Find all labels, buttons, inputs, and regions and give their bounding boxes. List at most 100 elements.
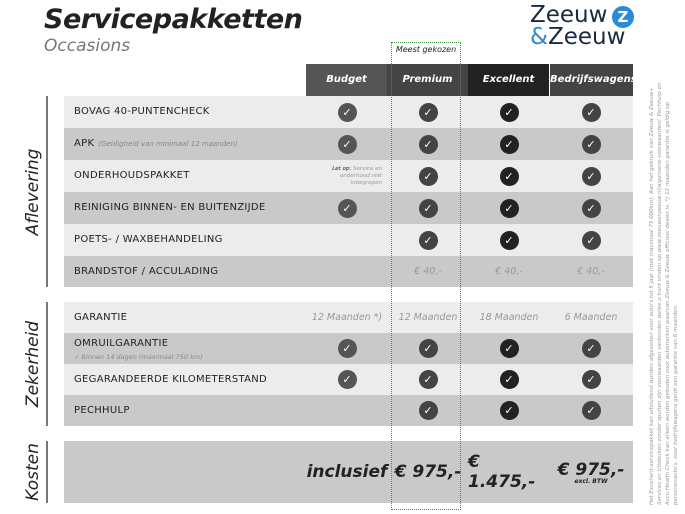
budget-note: Let op: Service en onderhoud niet inbegr… [312, 166, 382, 187]
cell-budget: ✓ [306, 192, 388, 224]
table-row: ONDERHOUDSPAKKET Let op: Service en onder… [64, 160, 633, 192]
cell-bedrijfswagens: ✓ [550, 333, 632, 364]
column-header-excellent: Excellent [468, 64, 549, 96]
cell-excellent: ✓ [468, 364, 550, 395]
costs-row: inclusief € 975,- € 1.475,- € 975,- excl. BT… [64, 441, 633, 503]
check-icon: ✓ [337, 370, 357, 389]
most-chosen-badge: Meest gekozen [395, 45, 457, 54]
check-icon: ✓ [418, 401, 438, 420]
check-icon: ✓ [418, 102, 438, 122]
table-row: OMRUILGARANTIE ✓ Binnen 14 dagen (maximaa… [64, 333, 633, 364]
row-label: POETS- / WAXBEHANDELING [74, 224, 223, 256]
table-row: PECHHULP ✓ ✓ ✓ [64, 395, 633, 426]
section-zekerheid: Zekerheid [20, 302, 48, 426]
cell-premium: ✓ [387, 128, 469, 160]
row-label-text: GARANTIE [74, 312, 128, 323]
row-label-text: PECHHULP [74, 405, 130, 416]
section-kosten: Kosten [20, 441, 48, 503]
check-icon: ✓ [418, 339, 438, 358]
check-icon: ✓ [581, 166, 601, 186]
check-icon: ✓ [581, 339, 601, 358]
cell-value: 12 Maanden [398, 312, 458, 323]
cell-budget: ✓ [306, 128, 388, 160]
row-label: BOVAG 40-PUNTENCHECK [74, 96, 210, 128]
cell-excellent: ✓ [468, 96, 550, 128]
cell-bedrijfswagens: ✓ [550, 128, 632, 160]
cell-budget [306, 395, 388, 426]
cell-excellent: ✓ [468, 160, 550, 192]
price-value: € 975,- [557, 459, 625, 480]
cell-premium: ✓ [387, 364, 469, 395]
cell-value: € 40,- [577, 266, 605, 277]
cell-excellent: 18 Maanden [468, 302, 550, 333]
check-icon: ✓ [499, 134, 519, 154]
cell-excellent: € 40,- [468, 256, 550, 287]
price-value: € 1.475,- [468, 452, 536, 492]
footnote: Het Excellent-servicepakket kan uitsluit… [649, 82, 679, 505]
check-icon: ✓ [418, 230, 438, 250]
check-icon: ✓ [418, 198, 438, 218]
logo-line1: Zeeuw [530, 2, 608, 28]
row-label: PECHHULP [74, 395, 130, 427]
check-icon: ✓ [581, 198, 601, 218]
logo-line2-text: Zeeuw [547, 24, 626, 50]
cell-excellent: ✓ [468, 333, 550, 364]
row-note: (Geldigheid van minimaal 12 maanden) [98, 140, 238, 148]
row-label-text: APK [74, 138, 95, 149]
table-row: REINIGING BINNEN- EN BUITENZIJDE ✓ ✓ ✓ ✓ [64, 192, 633, 224]
row-label-text: REINIGING BINNEN- EN BUITENZIJDE [74, 202, 266, 213]
check-icon: ✓ [499, 198, 519, 218]
check-icon: ✓ [418, 134, 438, 154]
table-row: APK (Geldigheid van minimaal 12 maanden) ✓… [64, 128, 633, 160]
row-label-text: GEGARANDEERDE KILOMETERSTAND [74, 374, 268, 385]
row-label: ONDERHOUDSPAKKET [74, 160, 190, 192]
page-title: Servicepakketten [44, 4, 303, 35]
table-row: BRANDSTOF / ACCULADING € 40,- € 40,- € 40,- [64, 256, 633, 287]
check-icon: ✓ [337, 198, 357, 218]
zeeuw-zeeuw-logo: Zeeuw &Zeeuw Z [530, 2, 640, 50]
cell-bedrijfswagens: ✓ [550, 224, 632, 256]
cell-premium: ✓ [387, 224, 469, 256]
cell-budget: Let op: Service en onderhoud niet inbegr… [306, 160, 388, 192]
row-label: BRANDSTOF / ACCULADING [74, 256, 218, 288]
cell-excellent: ✓ [468, 192, 550, 224]
page-subtitle: Occasions [44, 36, 131, 56]
row-label: OMRUILGARANTIE [74, 333, 168, 355]
cell-bedrijfswagens: € 40,- [550, 256, 632, 287]
column-header-bedrijfswagens: Bedrijfswagens [550, 64, 637, 96]
row-label: GARANTIE [74, 302, 127, 334]
cell-bedrijfswagens: ✓ [550, 160, 632, 192]
check-icon: ✓ [499, 230, 519, 250]
column-header-premium: Premium [387, 64, 468, 96]
row-label-text: POETS- / WAXBEHANDELING [74, 234, 223, 245]
cell-budget: 12 Maanden *) [306, 302, 388, 333]
cell-value: 12 Maanden *) [311, 312, 383, 323]
cell-premium: ✓ [387, 333, 469, 364]
row-label-text: BRANDSTOF / ACCULADING [74, 266, 219, 277]
cell-premium: ✓ [387, 96, 469, 128]
cell-budget [306, 256, 388, 287]
check-icon: ✓ [581, 230, 601, 250]
row-label: GEGARANDEERDE KILOMETERSTAND [74, 364, 267, 396]
logo-line2: &Zeeuw [530, 24, 640, 50]
row-label-text: BOVAG 40-PUNTENCHECK [74, 106, 210, 117]
section-aflevering: Aflevering [20, 96, 48, 287]
price-value: inclusief [306, 462, 388, 482]
check-icon: ✓ [581, 102, 601, 122]
cell-excellent: ✓ [468, 224, 550, 256]
check-icon: ✓ [499, 339, 519, 358]
check-icon: ✓ [337, 102, 357, 122]
note-bold: Let op: [332, 165, 352, 172]
check-icon: ✓ [418, 370, 438, 389]
cell-budget: ✓ [306, 333, 388, 364]
price-bedrijfswagens: € 975,- excl. BTW [550, 441, 632, 503]
price-excellent: € 1.475,- [468, 441, 550, 503]
cell-budget: ✓ [306, 364, 388, 395]
row-subnote: ✓ Binnen 14 dagen (maximaal 750 km) [74, 353, 203, 361]
price-value: € 975,- [394, 462, 462, 482]
check-icon: ✓ [499, 102, 519, 122]
logo-z-icon: Z [612, 6, 634, 28]
cell-bedrijfswagens: ✓ [550, 364, 632, 395]
logo-amp: & [530, 24, 548, 50]
note-text: Service en onderhoud niet inbegrepen [339, 165, 382, 186]
